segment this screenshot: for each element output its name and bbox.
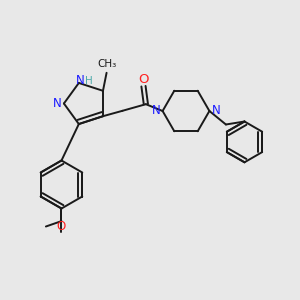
Text: N: N <box>152 104 160 118</box>
Text: O: O <box>57 220 66 233</box>
Text: CH₃: CH₃ <box>98 59 117 69</box>
Text: N: N <box>212 104 220 118</box>
Text: O: O <box>138 73 149 86</box>
Text: N: N <box>76 74 85 87</box>
Text: H: H <box>85 76 93 85</box>
Text: N: N <box>53 97 62 110</box>
